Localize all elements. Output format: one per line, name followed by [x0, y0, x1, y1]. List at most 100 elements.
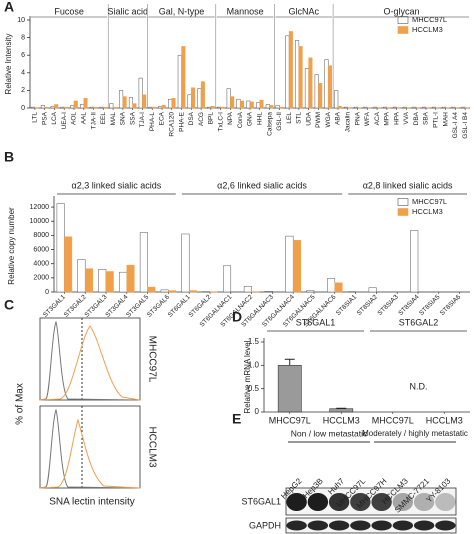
bar	[168, 290, 177, 293]
bar	[353, 106, 358, 109]
x-tick-label: PHA-L	[149, 112, 156, 132]
bar	[112, 106, 117, 109]
bar	[142, 94, 147, 109]
bar	[230, 96, 235, 109]
bar	[181, 233, 190, 293]
bar	[80, 104, 85, 109]
control-curve	[39, 408, 141, 489]
blot-band	[286, 493, 307, 511]
bar	[207, 106, 212, 109]
blot-band	[435, 520, 456, 531]
panel-letter: E	[232, 411, 241, 427]
bar	[327, 278, 336, 293]
blot-band	[307, 520, 329, 531]
bar	[109, 103, 114, 109]
blot-band	[286, 520, 307, 531]
group-label: Fucose	[54, 6, 84, 16]
blot-band	[307, 493, 329, 511]
x-tick-label: MHCC97L	[269, 415, 311, 425]
blot-band	[413, 520, 435, 531]
x-tick-label: PWM	[315, 112, 322, 128]
bar	[44, 106, 49, 109]
group-label: Gal, N-type	[159, 6, 205, 16]
bar	[223, 265, 232, 293]
x-tick-label: HCCLM3	[323, 415, 360, 425]
group-label: Sialic acid	[108, 6, 149, 16]
y-tick-label: 0.5	[248, 384, 260, 393]
y-tick-label: 8	[21, 34, 25, 41]
bar	[171, 98, 176, 109]
bar	[77, 259, 86, 293]
row-label: ST6GAL1	[241, 496, 281, 506]
bar	[197, 88, 202, 109]
x-tick-label: ST8SIA4	[397, 293, 421, 317]
blot-band	[413, 493, 435, 511]
bar	[119, 271, 128, 293]
x-tick-label: GSL-I B4	[462, 112, 469, 139]
y-tick-label: 10000	[30, 218, 50, 225]
legend-swatch	[397, 26, 409, 34]
bar	[99, 106, 104, 109]
bar	[151, 106, 156, 109]
y-axis-label: Relative Intensity	[4, 34, 13, 95]
x-tick-label: HHL	[256, 112, 263, 125]
x-tick-label: UEA-I	[61, 112, 68, 130]
blot-band	[371, 493, 392, 511]
bar	[383, 106, 388, 109]
flow-panels	[39, 317, 141, 489]
bar	[334, 282, 343, 293]
bar	[98, 269, 107, 293]
bar	[147, 286, 156, 293]
x-tick-label: BPL	[208, 112, 215, 125]
x-tick-label: SSA	[129, 111, 136, 125]
x-tick-label: RCA120	[168, 112, 175, 137]
bar	[216, 106, 221, 109]
group-label: ST6GAL1	[296, 317, 336, 327]
legend-label: HCCLM3	[412, 25, 443, 34]
legend-swatch	[397, 208, 409, 216]
blot-band	[435, 493, 456, 511]
bar	[259, 99, 264, 109]
bar	[210, 105, 215, 109]
bar	[264, 291, 273, 293]
blot-band	[371, 520, 392, 531]
bar	[269, 105, 274, 109]
x-tick-label: GSL-I A4	[452, 112, 459, 139]
bar	[226, 88, 231, 109]
bar	[422, 106, 427, 109]
x-tick-label: LCA	[51, 111, 58, 124]
bar	[306, 290, 315, 293]
x-tick-label: MAH	[442, 112, 449, 127]
blot-band	[350, 493, 371, 511]
bar	[239, 100, 244, 109]
legend-label: MHCC97L	[412, 15, 447, 24]
y-tick-label: 10	[17, 17, 25, 24]
legend-label: MHCC97L	[412, 197, 447, 206]
bar	[93, 106, 98, 109]
bar	[119, 90, 124, 109]
x-tick-label: PTL-I	[432, 112, 439, 128]
bar	[56, 203, 65, 293]
x-tick-label: TxLC-I	[217, 112, 224, 132]
bar	[327, 65, 332, 109]
bar	[412, 106, 417, 109]
x-tick-label: Calsepa	[266, 112, 273, 136]
bar	[334, 90, 339, 109]
x-tick-label: NPA	[227, 111, 234, 125]
y-axis-label: % of Max	[15, 383, 26, 425]
y-tick-label: 0	[21, 105, 25, 112]
flow-box	[39, 317, 141, 401]
bar	[279, 106, 284, 109]
x-tick-label: EEL	[100, 112, 107, 125]
panel-letter: D	[232, 309, 242, 325]
x-tick-label: ST8SIA5	[418, 293, 442, 317]
group-label: Moderately / highly metastatic	[362, 429, 468, 438]
bar	[177, 54, 182, 109]
bar	[148, 106, 153, 109]
y-tick-label: 2000	[33, 275, 49, 282]
x-tick-label: DSA	[188, 111, 195, 125]
bar	[60, 106, 65, 109]
legend-label: HCCLM3	[412, 207, 443, 216]
y-axis-label: Relative mRNA level	[243, 340, 252, 413]
